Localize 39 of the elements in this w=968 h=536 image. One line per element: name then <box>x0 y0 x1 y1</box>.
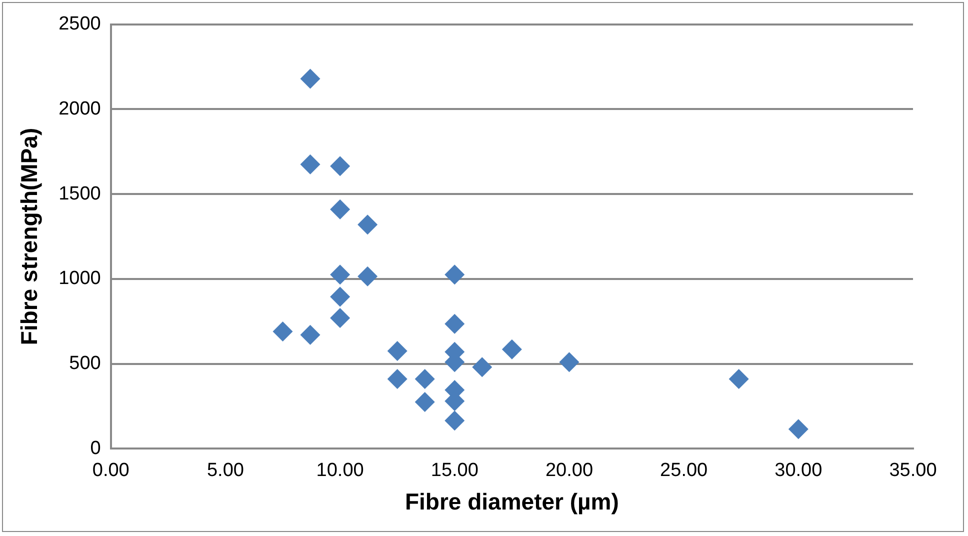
x-tick-label: 20.00 <box>545 460 593 482</box>
point <box>728 369 749 390</box>
y-tick-label: 1500 <box>58 183 101 204</box>
point <box>330 264 350 285</box>
point <box>330 308 350 328</box>
y-tick-label: 0 <box>90 438 101 459</box>
point <box>444 410 465 431</box>
y-tick-label: 2000 <box>58 98 101 120</box>
point <box>358 266 378 286</box>
x-axis-title: Fibre diameter (µm) <box>404 488 619 515</box>
point <box>330 286 350 307</box>
y-tick-label: 2500 <box>58 14 101 35</box>
point <box>358 214 378 235</box>
y-tick-label: 1000 <box>58 268 101 290</box>
point <box>472 357 492 378</box>
point <box>444 314 465 334</box>
point <box>387 341 408 362</box>
x-tick-label: 35.00 <box>889 460 937 482</box>
point <box>387 369 408 390</box>
x-tick-label: 10.00 <box>316 460 364 482</box>
point <box>414 369 435 390</box>
point <box>444 264 465 285</box>
x-tick-label: 5.00 <box>206 460 244 482</box>
x-tick-label: 25.00 <box>660 460 708 482</box>
point <box>330 199 350 220</box>
point <box>272 322 293 342</box>
point <box>300 68 320 89</box>
point <box>300 324 320 345</box>
point <box>300 154 320 174</box>
x-tick-label: 15.00 <box>430 460 478 482</box>
y-axis-title: Fibre strength(MPa) <box>16 128 42 346</box>
point <box>502 339 522 360</box>
y-tick-label: 500 <box>69 352 101 374</box>
point <box>788 419 808 440</box>
x-tick-label: 0.00 <box>92 460 130 482</box>
x-tick-label: 30.00 <box>774 460 822 482</box>
point <box>330 156 350 176</box>
point <box>414 392 435 412</box>
point <box>559 352 580 372</box>
